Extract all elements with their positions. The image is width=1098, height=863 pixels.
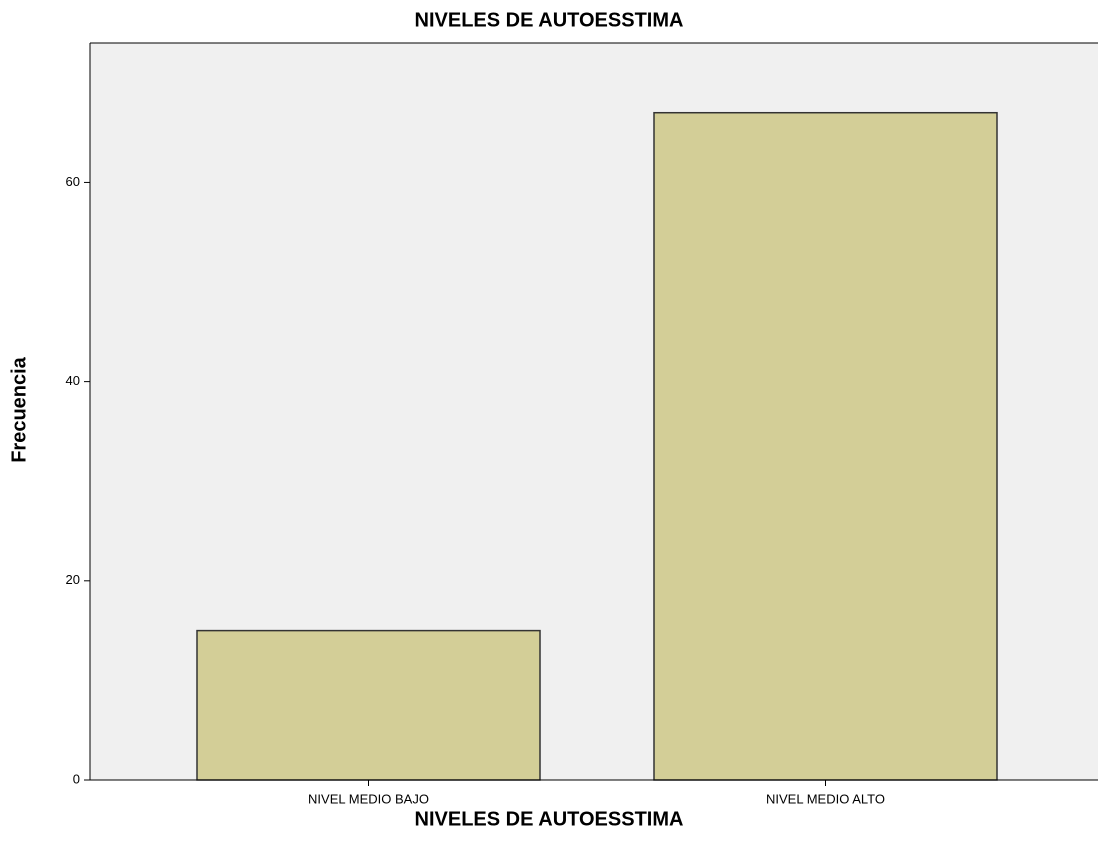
y-tick-label: 20 [66, 572, 80, 587]
y-tick-label: 60 [66, 174, 80, 189]
bar [653, 111, 998, 781]
x-tick-label: NIVEL MEDIO BAJO [308, 791, 429, 806]
y-tick-label: 0 [73, 771, 80, 786]
bar [196, 629, 541, 781]
chart-title: NIVELES DE AUTOESSTIMA [415, 9, 684, 31]
x-tick-label: NIVEL MEDIO ALTO [766, 791, 885, 806]
y-tick-label: 40 [66, 373, 80, 388]
x-axis-label: NIVELES DE AUTOESSTIMA [415, 808, 684, 830]
y-axis-label: Frecuencia [8, 356, 30, 462]
